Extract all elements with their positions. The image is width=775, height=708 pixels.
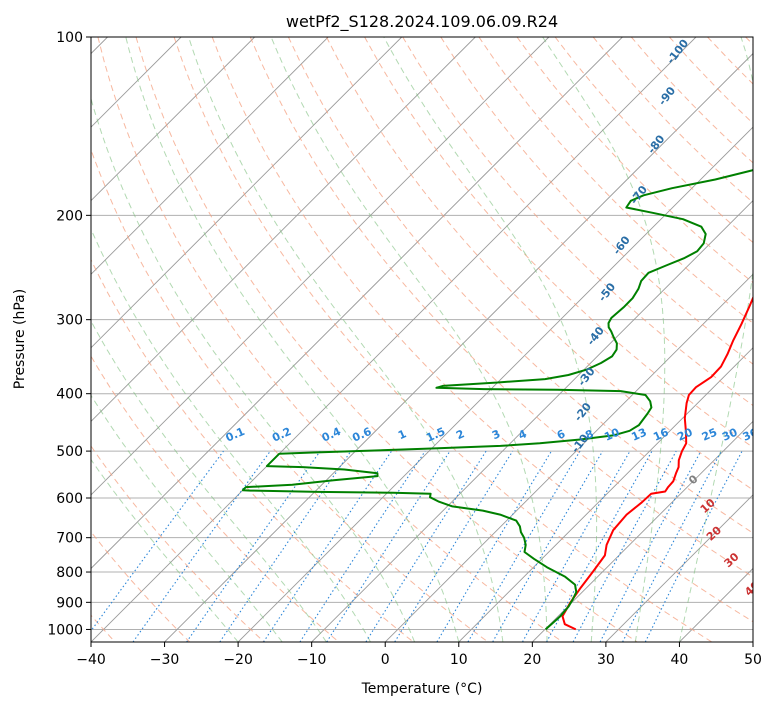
isotherm-line <box>91 37 476 422</box>
isotherm-line <box>91 37 550 496</box>
dry-adiabat-line <box>97 37 563 642</box>
y-tick-label: 1000 <box>47 622 83 638</box>
y-tick-label: 600 <box>56 491 83 507</box>
moist-adiabat-line <box>188 37 504 642</box>
isotherm-line <box>91 37 403 349</box>
moist-adiabat-lines <box>91 37 753 642</box>
y-tick-label: 500 <box>56 444 83 460</box>
dry-adiabat-line <box>91 355 340 642</box>
x-tick-label: 50 <box>744 652 762 668</box>
y-tick-label: 200 <box>56 208 83 224</box>
isotherm-line <box>91 37 697 642</box>
isotherm-lines <box>91 37 753 642</box>
x-axis-label: Temperature (°C) <box>361 681 483 697</box>
x-tick-label: 30 <box>597 652 615 668</box>
x-tick-label: −20 <box>223 652 253 668</box>
dry-adiabat-line <box>440 37 753 365</box>
mixing-ratio-label: 25 <box>700 426 719 444</box>
moist-adiabat-line <box>91 96 416 642</box>
mixing-ratio-label: 10 <box>602 426 622 444</box>
isotherm-line <box>458 347 753 642</box>
isotherm-line <box>164 52 753 642</box>
y-tick-label: 700 <box>56 531 83 547</box>
dewpoint-profile-line <box>241 168 753 631</box>
mixing-ratio-label: 30 <box>720 426 740 444</box>
mixing-ratio-lines <box>91 450 743 642</box>
y-tick-label: 100 <box>56 30 83 46</box>
plot-area: -100-90-80-70-60-50-40-30-20-100.1 0.2 0.4… <box>91 37 762 642</box>
mixing-ratio-label: 13 <box>629 426 648 444</box>
x-tick-label: −10 <box>297 652 327 668</box>
mixing-ratio-line <box>394 450 514 642</box>
x-tick-label: 10 <box>450 652 468 668</box>
dry-adiabat-line <box>91 445 265 642</box>
dry-adiabat-line <box>402 37 753 407</box>
temperature-profile-line <box>561 295 753 631</box>
moist-adiabat-line <box>542 37 666 642</box>
mixing-ratio-line <box>299 450 426 642</box>
x-tick-label: −30 <box>150 652 180 668</box>
mixing-ratio-line <box>132 450 271 642</box>
dry-adiabat-line <box>135 37 638 642</box>
isotherm-line <box>91 37 255 202</box>
mixing-ratio-line <box>572 450 677 642</box>
dry-adiabat-line <box>211 37 753 623</box>
moist-adiabat-line <box>91 458 239 642</box>
dry-adiabat-lines <box>91 37 753 642</box>
isotherm-line <box>237 126 753 642</box>
chart-title: wetPf2_S128.2024.109.06.09.R24 <box>286 12 558 32</box>
mixing-ratio-line <box>522 450 631 642</box>
y-tick-label: 400 <box>56 387 83 403</box>
x-tick-label: 0 <box>381 652 390 668</box>
x-tick-label: 40 <box>671 652 689 668</box>
isotherm-line <box>91 37 623 570</box>
mixing-ratio-line <box>326 450 451 642</box>
mixing-ratio-line <box>186 450 321 642</box>
moist-adiabat-line <box>270 37 548 642</box>
mixing-ratio-label: 16 <box>651 426 671 444</box>
mixing-ratio-line <box>263 450 392 642</box>
x-axis-ticks: −40 −30 −20 −10 0 10 20 30 40 50 <box>76 642 762 668</box>
pressure-gridlines <box>91 37 753 630</box>
moist-adiabat-line <box>91 320 327 642</box>
moist-adiabat-line <box>91 227 371 642</box>
isotherm-line <box>605 494 753 642</box>
y-tick-label: 300 <box>56 313 83 329</box>
isotherm-line <box>384 273 753 642</box>
y-tick-label: 800 <box>56 565 83 581</box>
mixing-ratio-label: 20 <box>675 426 695 444</box>
dry-adiabat-line <box>287 37 753 534</box>
moist-adiabat-line <box>383 37 598 642</box>
x-tick-label: 20 <box>523 652 541 668</box>
plot-frame <box>90 36 754 643</box>
mixing-ratio-line <box>644 450 743 642</box>
moist-adiabat-label: 40 <box>742 579 762 599</box>
mixing-ratio-line <box>219 450 352 642</box>
mixing-ratio-line <box>91 450 224 632</box>
sounding-profiles <box>241 168 753 631</box>
isotherm-line <box>532 420 753 642</box>
y-tick-label: 900 <box>56 595 83 611</box>
mixing-ratio-label: 36 <box>741 426 761 444</box>
mixing-ratio-line <box>546 450 653 642</box>
dry-adiabat-line <box>326 37 753 491</box>
dry-adiabat-line <box>173 37 713 642</box>
isotherm-line <box>91 37 329 275</box>
moist-adiabat-line <box>91 394 283 642</box>
x-tick-label: −40 <box>76 652 106 668</box>
moist-adiabat-line <box>678 37 753 642</box>
y-axis-ticks: 100 200 300 400 500 600 700 800 900 1000 <box>47 30 91 638</box>
dry-adiabat-line <box>91 148 489 642</box>
moist-adiabat-line <box>125 37 460 642</box>
dry-adiabat-line <box>478 37 753 324</box>
dry-adiabat-line <box>249 37 753 578</box>
y-axis-label: Pressure (hPa) <box>12 289 28 389</box>
